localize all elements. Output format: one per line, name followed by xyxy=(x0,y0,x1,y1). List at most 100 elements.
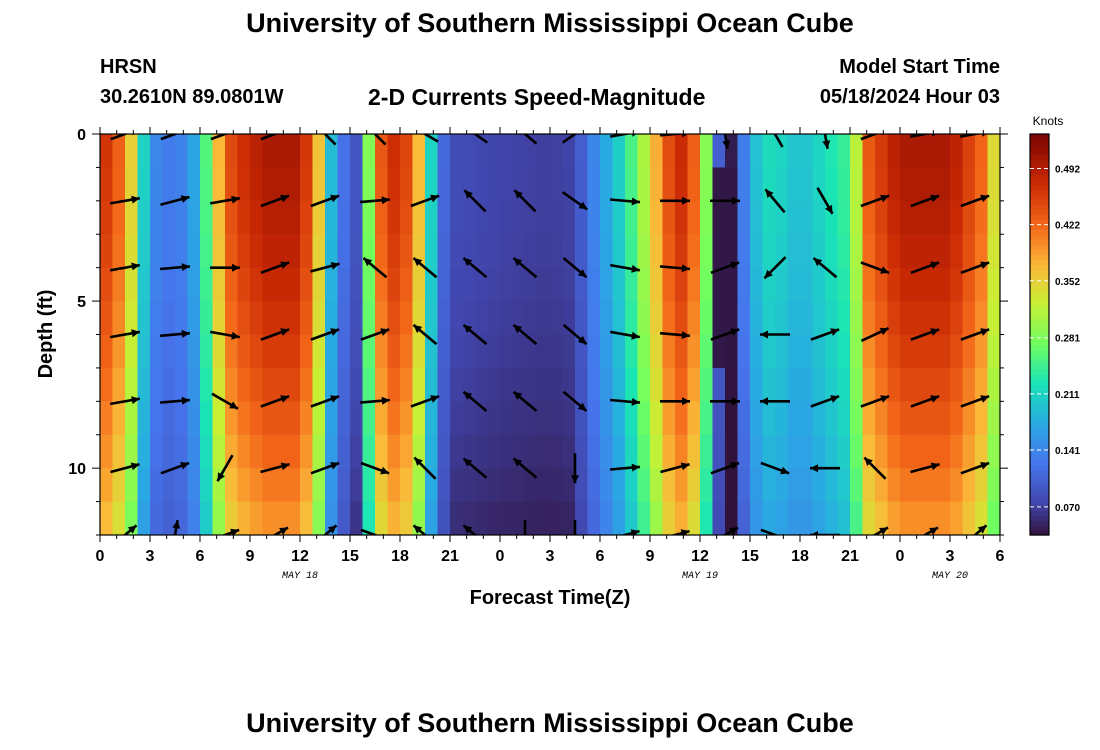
arrow-head xyxy=(327,525,337,534)
heatmap-cell xyxy=(725,334,739,369)
heatmap-cell xyxy=(675,334,689,369)
heatmap-cell xyxy=(900,334,914,369)
arrow-head xyxy=(980,328,990,336)
heatmap-cell xyxy=(237,167,251,202)
heatmap-cell xyxy=(500,434,514,469)
heatmap-cell xyxy=(312,367,326,402)
heatmap-cell xyxy=(275,468,289,503)
heatmap-cell xyxy=(337,267,351,302)
heatmap-cell xyxy=(875,401,889,436)
heatmap-cell xyxy=(150,301,164,336)
colorbar-swatch xyxy=(1030,514,1049,521)
arrow-head xyxy=(768,121,776,130)
heatmap-cell xyxy=(250,501,264,535)
station-coordinates: 30.2610N 89.0801W xyxy=(100,86,284,108)
heatmap-cell xyxy=(437,334,451,369)
arrow-shaft xyxy=(773,134,784,148)
heatmap-cell xyxy=(637,134,651,169)
arrow-head xyxy=(231,195,240,204)
arrow-head xyxy=(464,190,473,199)
colorbar-swatch xyxy=(1030,529,1049,536)
heatmap-cell xyxy=(950,334,964,369)
heatmap-cell xyxy=(262,434,276,469)
heatmap-cell xyxy=(362,334,376,369)
heatmap-cell xyxy=(212,401,226,436)
heatmap-cell xyxy=(600,334,614,369)
heatmap-cell xyxy=(837,468,851,503)
heatmap-cell xyxy=(762,401,776,436)
arrow-shaft xyxy=(959,134,983,138)
heatmap-cell xyxy=(800,334,814,369)
current-vector-arrow xyxy=(109,262,141,272)
heatmap-cell xyxy=(237,200,251,235)
heatmap-cell xyxy=(737,401,751,436)
heatmap-cell xyxy=(487,334,501,369)
heatmap-cell xyxy=(700,401,714,436)
heatmap-cell xyxy=(912,134,926,169)
heatmap-cell xyxy=(487,234,501,269)
heatmap-cell xyxy=(962,501,976,535)
heatmap-cell xyxy=(812,134,826,169)
heatmap-cell xyxy=(162,334,176,369)
current-vector-arrow xyxy=(810,531,840,535)
current-vector-arrow xyxy=(810,394,840,408)
current-vector-arrow xyxy=(822,134,831,150)
heatmap-cell xyxy=(762,134,776,169)
colorbar-swatch xyxy=(1030,174,1049,180)
heatmap-cell xyxy=(687,367,701,402)
heatmap-cell xyxy=(350,468,364,503)
arrow-head xyxy=(131,396,140,405)
heatmap-cell xyxy=(325,434,339,469)
heatmap-cell xyxy=(450,401,464,436)
heatmap-cell xyxy=(437,367,451,402)
heatmap-cell xyxy=(337,367,351,402)
arrow-head xyxy=(380,328,390,336)
heatmap-cell xyxy=(650,200,664,235)
arrow-head xyxy=(830,395,840,403)
heatmap-cell xyxy=(787,334,801,369)
heatmap-cell xyxy=(650,468,664,503)
arrow-head xyxy=(830,328,840,336)
heatmap-cell xyxy=(387,301,401,336)
heatmap-cell xyxy=(812,301,826,336)
colorbar-swatch xyxy=(1030,139,1049,145)
arrow-head xyxy=(577,269,587,278)
heatmap-cell xyxy=(425,501,439,535)
heatmap-cell xyxy=(675,267,689,302)
heatmap-cell xyxy=(262,134,276,169)
heatmap-cell xyxy=(212,434,226,469)
heatmap-cell xyxy=(350,200,364,235)
heatmap-cell xyxy=(687,434,701,469)
arrow-head xyxy=(982,134,987,137)
heatmap-cell xyxy=(850,501,864,535)
heatmap-cell xyxy=(462,134,476,169)
heatmap-cell xyxy=(800,367,814,402)
current-vector-arrow xyxy=(211,392,239,410)
heatmap-cell xyxy=(662,267,676,302)
heatmap-cell xyxy=(662,167,676,202)
heatmap-cell xyxy=(150,367,164,402)
heatmap-cell xyxy=(225,200,239,235)
heatmap-cell xyxy=(325,234,339,269)
current-vector-arrow xyxy=(160,461,190,475)
heatmap-cell xyxy=(462,468,476,503)
heatmap-cell xyxy=(600,267,614,302)
heatmap-cell xyxy=(187,367,201,402)
current-vector-arrow xyxy=(619,529,640,535)
heatmap-cell xyxy=(937,167,951,202)
heatmap-cell xyxy=(575,134,589,169)
heatmap-cell xyxy=(962,401,976,436)
heatmap-cell xyxy=(887,501,901,535)
current-vector-arrow xyxy=(463,189,487,213)
heatmap-cell xyxy=(387,401,401,436)
heatmap-cell xyxy=(625,267,639,302)
heatmap-cell xyxy=(287,134,301,169)
colorbar-swatch xyxy=(1030,299,1049,306)
heatmap-cell xyxy=(812,334,826,369)
heatmap-cell xyxy=(875,134,889,169)
heatmap-cell xyxy=(200,334,214,369)
heatmap-cell xyxy=(612,367,626,402)
arrow-head xyxy=(232,263,240,272)
colorbar-tick-label: 0.070 xyxy=(1055,503,1080,514)
heatmap-cell xyxy=(150,200,164,235)
